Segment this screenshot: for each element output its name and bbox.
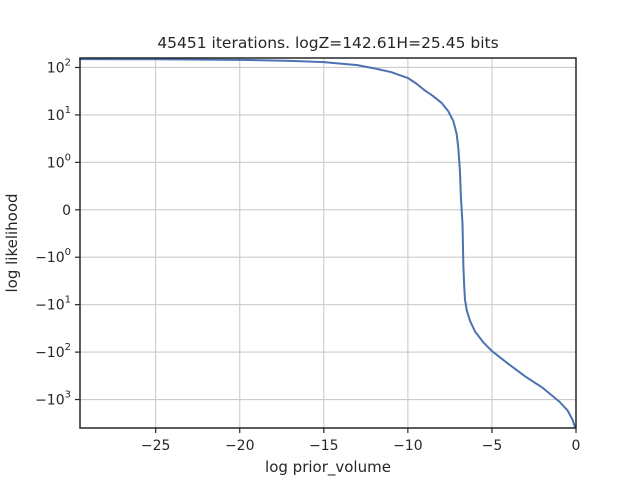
y-tick-label: 0	[62, 203, 71, 219]
y-axis-label: log likelihood	[3, 193, 21, 292]
series-layer	[79, 58, 577, 429]
grid-lines	[80, 58, 577, 428]
x-tick-label: −20	[225, 438, 255, 454]
y-tick-label: 100	[47, 152, 71, 171]
y-tick-label: −100	[35, 247, 71, 266]
x-axis-label: log prior_volume	[265, 458, 391, 477]
x-tick-label: 0	[572, 438, 581, 454]
y-tick-labels: 102 101 100 0 −100 −101 −102 −103	[35, 57, 80, 409]
y-tick-label: −103	[35, 390, 71, 409]
y-tick-label: −101	[35, 295, 71, 314]
y-tick-label: −102	[35, 342, 71, 361]
x-tick-label: −5	[482, 438, 503, 454]
x-tick-label: −10	[393, 438, 423, 454]
x-tick-labels: −25 −20 −15 −10 −5 0	[141, 428, 581, 454]
y-tick-label: 101	[47, 105, 71, 124]
x-tick-label: −15	[309, 438, 339, 454]
plot-frame	[79, 57, 577, 429]
x-tick-label: −25	[141, 438, 171, 454]
series-line	[79, 58, 577, 429]
y-tick-label: 102	[47, 57, 71, 76]
chart-title: 45451 iterations. logZ=142.61H=25.45 bit…	[157, 34, 498, 52]
